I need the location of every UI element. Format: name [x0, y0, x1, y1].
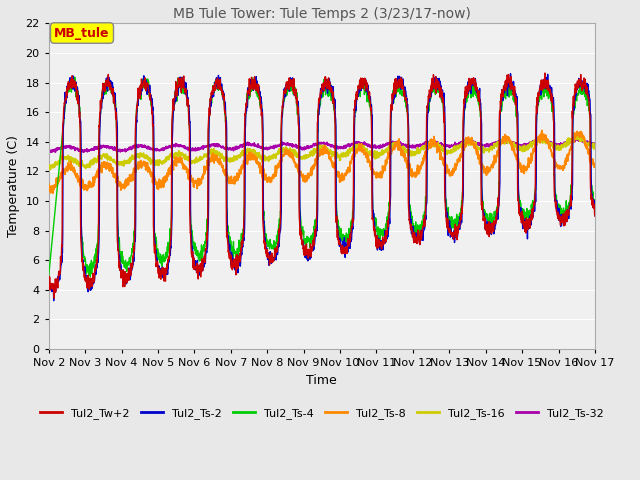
Tul2_Tw+2 — [476, 94, 483, 99]
Tul2_Ts-8 — [296, 169, 304, 175]
Tul2_Tw+2 — [51, 295, 58, 301]
Tul2_Ts-32 — [311, 143, 319, 149]
Tul2_Ts-8 — [591, 163, 599, 169]
Tul2_Ts-4 — [591, 199, 599, 205]
Tul2_Ts-32 — [536, 136, 543, 142]
Tul2_Ts-4 — [296, 213, 304, 218]
Tul2_Ts-2 — [576, 81, 584, 87]
Line: Tul2_Tw+2: Tul2_Tw+2 — [49, 73, 595, 298]
Tul2_Ts-4 — [575, 90, 583, 96]
Tul2_Ts-16 — [575, 132, 582, 137]
Tul2_Ts-16 — [46, 167, 54, 173]
Line: Tul2_Ts-4: Tul2_Ts-4 — [49, 77, 595, 276]
Tul2_Tw+2 — [45, 274, 52, 279]
Tul2_Ts-16 — [591, 142, 599, 147]
Tul2_Ts-4 — [73, 88, 81, 94]
Tul2_Ts-2 — [45, 283, 52, 288]
Tul2_Ts-16 — [575, 136, 583, 142]
Tul2_Tw+2 — [311, 231, 319, 237]
Tul2_Ts-2 — [476, 95, 483, 100]
Tul2_Ts-2 — [575, 79, 583, 84]
Tul2_Ts-16 — [45, 163, 52, 168]
Tul2_Ts-4 — [45, 272, 52, 278]
Tul2_Ts-4 — [86, 274, 94, 279]
Title: MB Tule Tower: Tule Temps 2 (3/23/17-now): MB Tule Tower: Tule Temps 2 (3/23/17-now… — [173, 7, 471, 21]
Tul2_Ts-16 — [296, 154, 304, 159]
X-axis label: Time: Time — [307, 373, 337, 387]
Tul2_Ts-32 — [575, 137, 583, 143]
Tul2_Ts-4 — [71, 74, 79, 80]
Tul2_Ts-4 — [311, 226, 319, 232]
Tul2_Ts-2 — [73, 91, 81, 97]
Tul2_Ts-8 — [576, 134, 584, 140]
Line: Tul2_Ts-32: Tul2_Ts-32 — [49, 139, 595, 152]
Tul2_Ts-8 — [45, 181, 52, 187]
Tul2_Ts-16 — [576, 138, 584, 144]
Tul2_Tw+2 — [73, 88, 81, 94]
Tul2_Tw+2 — [576, 82, 584, 87]
Tul2_Ts-32 — [591, 141, 599, 147]
Tul2_Ts-4 — [576, 86, 584, 92]
Tul2_Ts-2 — [311, 241, 319, 247]
Line: Tul2_Ts-2: Tul2_Ts-2 — [49, 73, 595, 301]
Line: Tul2_Ts-16: Tul2_Ts-16 — [49, 134, 595, 170]
Tul2_Ts-16 — [73, 159, 81, 165]
Tul2_Ts-8 — [575, 130, 583, 135]
Tul2_Ts-32 — [45, 149, 52, 155]
Tul2_Ts-32 — [296, 145, 304, 151]
Tul2_Ts-32 — [73, 146, 81, 152]
Tul2_Ts-16 — [476, 145, 483, 151]
Tul2_Tw+2 — [296, 232, 304, 238]
Legend: Tul2_Tw+2, Tul2_Ts-2, Tul2_Ts-4, Tul2_Ts-8, Tul2_Ts-16, Tul2_Ts-32: Tul2_Tw+2, Tul2_Ts-2, Tul2_Ts-4, Tul2_Ts… — [36, 404, 608, 423]
Tul2_Ts-16 — [311, 151, 319, 156]
Y-axis label: Temperature (C): Temperature (C) — [7, 135, 20, 237]
Tul2_Ts-8 — [538, 128, 546, 133]
Tul2_Tw+2 — [575, 79, 583, 84]
Tul2_Tw+2 — [541, 70, 548, 76]
Tul2_Ts-4 — [476, 104, 483, 109]
Tul2_Tw+2 — [591, 213, 599, 219]
Tul2_Ts-8 — [73, 171, 81, 177]
Tul2_Ts-2 — [591, 210, 599, 216]
Tul2_Ts-8 — [311, 163, 319, 169]
Tul2_Ts-8 — [49, 190, 57, 196]
Text: MB_tule: MB_tule — [54, 26, 109, 39]
Tul2_Ts-32 — [46, 149, 54, 155]
Line: Tul2_Ts-8: Tul2_Ts-8 — [49, 131, 595, 193]
Tul2_Ts-8 — [476, 153, 483, 158]
Tul2_Ts-32 — [476, 140, 483, 145]
Tul2_Ts-2 — [296, 212, 304, 217]
Tul2_Ts-2 — [507, 71, 515, 76]
Tul2_Ts-2 — [50, 298, 58, 304]
Tul2_Ts-32 — [576, 138, 584, 144]
